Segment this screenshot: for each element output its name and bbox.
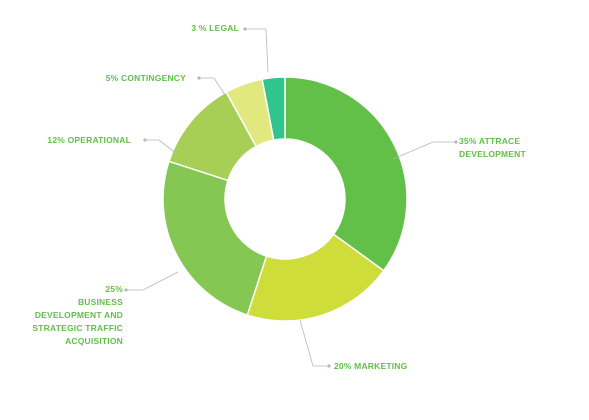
slice-label-line: BUSINESS [77, 297, 123, 307]
slice-label: 20% MARKETING [334, 360, 407, 373]
leader-dot [143, 138, 147, 142]
leader-line [126, 271, 179, 291]
slice-label: 25% BUSINESS DEVELOPMENT AND STRATEGIC TRAF… [32, 283, 123, 348]
slice-label-line: DEVELOPMENT [459, 149, 526, 159]
slice-business-development-and-strategic-traffic-acquisition [162, 160, 268, 316]
leader-line [299, 319, 329, 367]
slice-label-line: DEVELOPMENT AND [34, 310, 123, 320]
slice-label: 35% ATTRACE DEVELOPMENT [459, 135, 526, 161]
leader-dot [454, 140, 458, 144]
leader-line [199, 77, 226, 96]
leader-lines [124, 27, 458, 368]
slice-label: 5% CONTINGENCY [106, 72, 186, 85]
slice-label-line: 25% [105, 284, 123, 294]
slice-label-line: 20% MARKETING [334, 361, 408, 371]
slice-label: 12% OPERATIONAL [47, 134, 131, 147]
slice-label-line: 5% CONTINGENCY [105, 73, 186, 83]
slice-label-line: STRATEGIC TRAFFIC [32, 323, 123, 333]
donut-slices [162, 76, 408, 322]
leader-line [145, 139, 179, 156]
slice-label-line: 35% ATTRACE [459, 136, 521, 146]
slice-label-line: 12% OPERATIONAL [47, 135, 131, 145]
slice-attrace-development [284, 76, 408, 272]
leader-line [245, 28, 269, 73]
slice-legal [261, 76, 286, 141]
leader-dot [124, 288, 128, 292]
leader-dot [327, 364, 331, 368]
leader-dot [243, 27, 247, 31]
leader-dot [197, 76, 201, 80]
slice-label: 3 % LEGAL [191, 22, 239, 35]
slice-label-line: ACQUISITION [65, 336, 123, 346]
slice-marketing [246, 233, 385, 322]
slice-label-line: 3 % LEGAL [191, 23, 239, 33]
leader-line [392, 141, 456, 160]
